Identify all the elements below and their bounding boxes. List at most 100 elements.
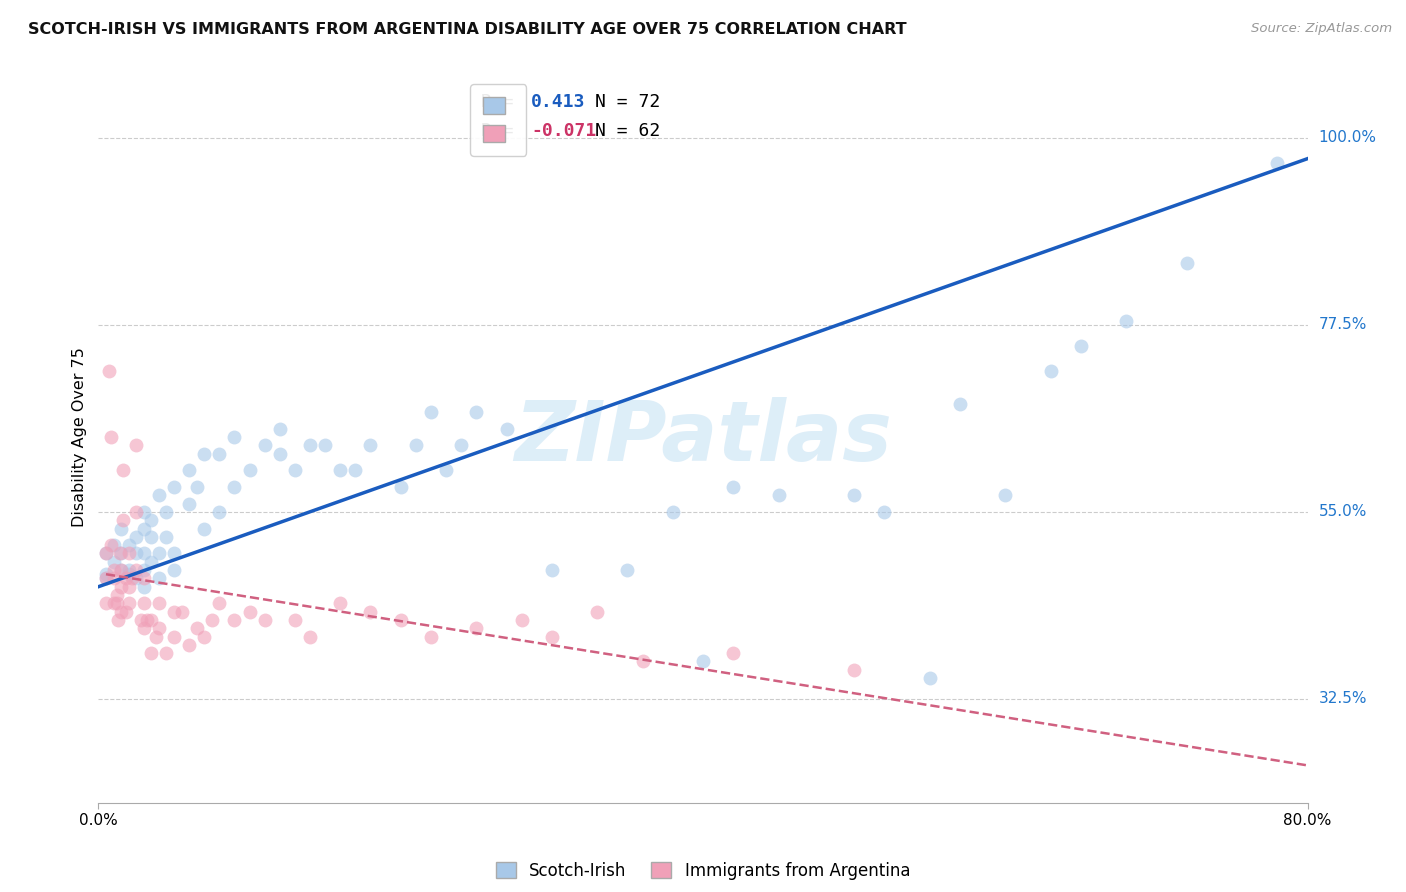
Point: [135, 613, 157, 627]
Point: [148, 571, 170, 585]
Point: [155, 646, 177, 660]
Point: [118, 538, 141, 552]
Point: [1265, 156, 1288, 170]
Point: [193, 447, 215, 461]
Point: [201, 613, 224, 627]
Point: [110, 521, 132, 535]
Point: [1175, 255, 1198, 269]
Point: [510, 613, 533, 627]
Point: [163, 480, 186, 494]
Point: [177, 638, 201, 652]
Point: [100, 538, 122, 552]
Point: [141, 530, 163, 544]
Point: [692, 655, 714, 669]
Point: [107, 613, 129, 627]
Point: [103, 596, 125, 610]
Point: [94, 571, 117, 585]
Point: [253, 438, 276, 452]
Point: [103, 555, 125, 569]
Point: [721, 646, 744, 660]
Point: [844, 488, 866, 502]
Point: [110, 563, 132, 577]
Point: [163, 563, 186, 577]
Y-axis label: Disability Age Over 75: Disability Age Over 75: [72, 347, 87, 527]
Point: [269, 422, 291, 436]
Point: [844, 663, 866, 677]
Point: [163, 605, 186, 619]
Point: [94, 567, 117, 582]
Point: [132, 505, 155, 519]
Point: [125, 563, 148, 577]
Point: [269, 447, 291, 461]
Point: [239, 605, 262, 619]
Point: [434, 463, 457, 477]
Point: [419, 405, 441, 419]
Point: [465, 621, 488, 635]
Point: [94, 596, 117, 610]
Point: [148, 621, 170, 635]
Point: [125, 546, 148, 560]
Point: [155, 530, 177, 544]
Point: [208, 596, 231, 610]
Point: [132, 621, 155, 635]
Point: [873, 505, 896, 519]
Point: [111, 463, 134, 477]
Point: [110, 563, 132, 577]
Point: [239, 463, 262, 477]
Text: N = 72: N = 72: [595, 93, 661, 112]
Point: [103, 563, 125, 577]
Text: 100.0%: 100.0%: [1319, 130, 1376, 145]
Point: [100, 430, 122, 444]
Point: [540, 630, 562, 644]
Point: [1039, 363, 1062, 377]
Point: [132, 580, 155, 594]
Point: [389, 613, 412, 627]
Point: [125, 530, 148, 544]
Legend: Scotch-Irish, Immigrants from Argentina: Scotch-Irish, Immigrants from Argentina: [489, 855, 917, 887]
Point: [94, 571, 117, 585]
Point: [314, 438, 336, 452]
Point: [949, 397, 972, 411]
Point: [661, 505, 683, 519]
Point: [405, 438, 427, 452]
Point: [721, 480, 744, 494]
Text: 55.0%: 55.0%: [1319, 504, 1367, 519]
Point: [105, 588, 128, 602]
Point: [105, 596, 128, 610]
Point: [465, 405, 488, 419]
Point: [918, 671, 941, 685]
Point: [141, 555, 163, 569]
Point: [103, 538, 125, 552]
Point: [586, 605, 609, 619]
Point: [118, 580, 141, 594]
Point: [994, 488, 1017, 502]
Point: [1070, 339, 1092, 353]
Point: [299, 438, 322, 452]
Point: [186, 621, 208, 635]
Point: [118, 567, 141, 582]
Point: [616, 563, 638, 577]
Point: [253, 613, 276, 627]
Point: [132, 521, 155, 535]
Point: [224, 430, 246, 444]
Point: [110, 605, 132, 619]
Point: [132, 596, 155, 610]
Point: [360, 438, 382, 452]
Point: [114, 605, 136, 619]
Point: [141, 513, 163, 527]
Point: [145, 630, 167, 644]
Text: ZIPatlas: ZIPatlas: [515, 397, 891, 477]
Text: R =: R =: [481, 93, 524, 112]
Point: [121, 571, 143, 585]
Point: [103, 571, 125, 585]
Point: [141, 646, 163, 660]
Point: [125, 571, 148, 585]
Point: [118, 563, 141, 577]
Point: [177, 497, 201, 511]
Point: [110, 580, 132, 594]
Point: [495, 422, 517, 436]
Point: [419, 630, 441, 644]
Text: -0.071: -0.071: [531, 122, 596, 140]
Point: [329, 596, 352, 610]
Point: [224, 613, 246, 627]
